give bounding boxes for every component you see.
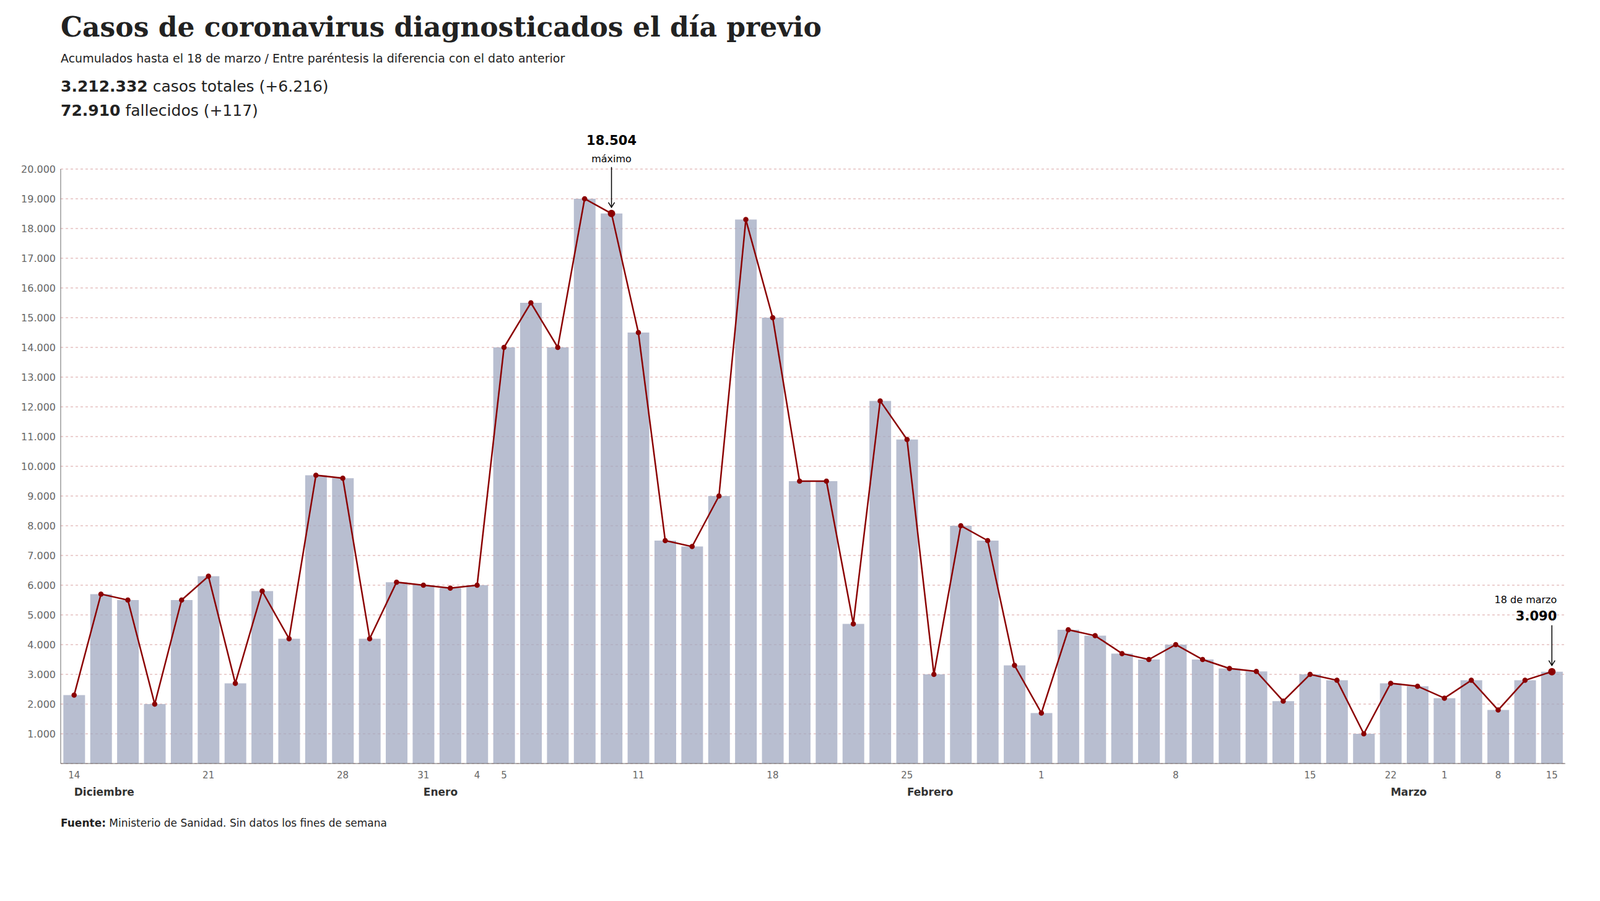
svg-text:10.000: 10.000 xyxy=(21,460,56,473)
svg-text:18.504: 18.504 xyxy=(586,133,637,148)
svg-text:11: 11 xyxy=(632,769,644,781)
svg-text:Marzo: Marzo xyxy=(1390,785,1427,799)
svg-text:22: 22 xyxy=(1384,769,1397,781)
svg-text:11.000: 11.000 xyxy=(21,430,56,443)
svg-text:28: 28 xyxy=(336,769,349,781)
svg-text:6.000: 6.000 xyxy=(27,579,56,592)
svg-text:16.000: 16.000 xyxy=(21,282,56,295)
svg-text:31: 31 xyxy=(417,769,430,781)
svg-text:3.090: 3.090 xyxy=(1515,608,1557,624)
svg-text:14.000: 14.000 xyxy=(21,341,56,354)
svg-text:2.000: 2.000 xyxy=(27,698,56,711)
svg-text:Enero: Enero xyxy=(423,785,458,799)
svg-text:14: 14 xyxy=(68,769,80,781)
svg-text:8: 8 xyxy=(1172,769,1179,781)
html-text:Casos de coronavirus diagnosti: Casos de coronavirus diagnosticados el d… xyxy=(60,11,822,43)
svg-text:19.000: 19.000 xyxy=(21,193,56,205)
svg-text:Febrero: Febrero xyxy=(907,785,954,799)
svg-text:25: 25 xyxy=(900,769,913,781)
svg-text:20.000: 20.000 xyxy=(21,163,56,176)
svg-text:18 de marzo: 18 de marzo xyxy=(1494,593,1558,606)
svg-text:18.000: 18.000 xyxy=(21,222,56,235)
svg-text:1: 1 xyxy=(1441,769,1448,781)
svg-text:12.000: 12.000 xyxy=(21,401,56,414)
svg-text:9.000: 9.000 xyxy=(27,490,56,503)
svg-text:5.000: 5.000 xyxy=(27,609,56,622)
svg-text:7.000: 7.000 xyxy=(27,549,56,562)
svg-text:4.000: 4.000 xyxy=(27,639,56,651)
svg-text:máximo: máximo xyxy=(591,152,632,165)
svg-text:1: 1 xyxy=(1038,769,1045,781)
svg-text:8.000: 8.000 xyxy=(27,520,56,532)
svg-text:15: 15 xyxy=(1304,769,1316,781)
svg-text:17.000: 17.000 xyxy=(21,252,56,265)
svg-text:15.000: 15.000 xyxy=(21,312,56,324)
svg-text:13.000: 13.000 xyxy=(21,371,56,384)
svg-text:4: 4 xyxy=(474,769,481,781)
svg-text:Diciembre: Diciembre xyxy=(74,785,135,799)
svg-text:1.000: 1.000 xyxy=(27,728,56,740)
html-text:Acumulados hasta el 18 de marz: Acumulados hasta el 18 de marzo / Entre … xyxy=(60,51,565,66)
svg-text:15: 15 xyxy=(1546,769,1558,781)
html-text:Fuente: Ministerio de Sanidad.: Fuente: Ministerio de Sanidad. Sin datos… xyxy=(60,816,387,830)
svg-text:18: 18 xyxy=(766,769,779,781)
svg-text:5: 5 xyxy=(500,769,508,781)
html-text:3.212.332 casos totales (+6.21: 3.212.332 casos totales (+6.216) xyxy=(60,77,329,96)
html-text:72.910 fallecidos (+117): 72.910 fallecidos (+117) xyxy=(60,101,259,120)
svg-text:3.000: 3.000 xyxy=(27,668,56,681)
svg-text:21: 21 xyxy=(202,769,215,781)
svg-text:8: 8 xyxy=(1495,769,1502,781)
